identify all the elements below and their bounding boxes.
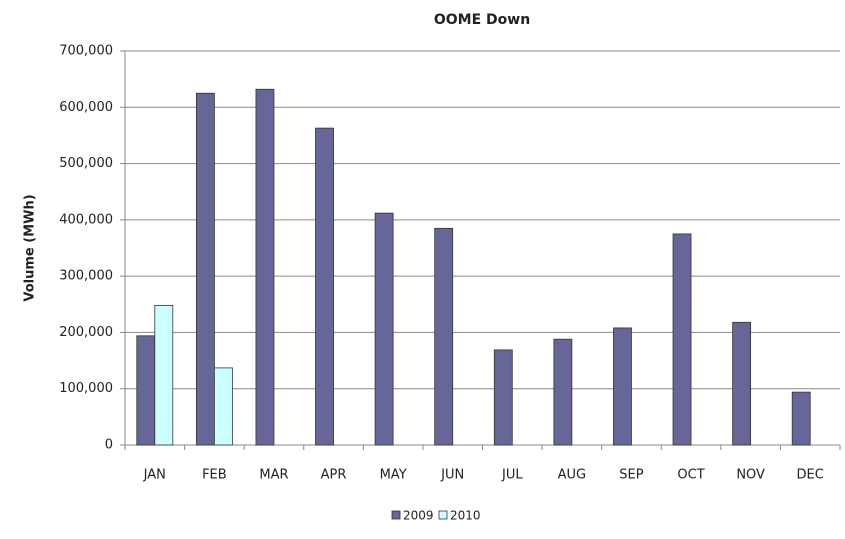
bar xyxy=(374,212,394,446)
x-tick-label: DEC xyxy=(797,468,824,483)
bar xyxy=(154,305,174,446)
x-tick-label: APR xyxy=(321,468,347,483)
y-axis-label: Volume (MWh) xyxy=(23,194,38,301)
legend-swatch xyxy=(438,510,448,520)
y-tick-label: 700,000 xyxy=(59,44,113,59)
bar xyxy=(136,335,156,446)
y-tick-label: 500,000 xyxy=(59,156,113,171)
bar xyxy=(732,321,752,446)
y-tick-label: 300,000 xyxy=(59,269,113,284)
legend-label: 2010 xyxy=(450,509,481,523)
y-tick-label: 100,000 xyxy=(59,381,113,396)
x-tick-label: MAR xyxy=(259,468,288,483)
x-tick-label: JUL xyxy=(501,468,523,483)
bar xyxy=(791,391,811,446)
bar xyxy=(255,88,275,446)
bar xyxy=(315,127,334,446)
x-tick-label: MAY xyxy=(380,468,407,483)
bar xyxy=(613,327,632,446)
bar xyxy=(434,227,454,446)
x-tick-label: AUG xyxy=(558,468,586,483)
legend-label: 2009 xyxy=(403,509,434,523)
x-tick-label: JAN xyxy=(143,468,166,483)
y-tick-label: 200,000 xyxy=(59,325,113,340)
y-tick-label: 400,000 xyxy=(59,212,113,227)
x-tick-label: JUN xyxy=(440,468,464,483)
x-tick-label: NOV xyxy=(736,468,765,483)
y-tick-label: 0 xyxy=(105,438,113,453)
bar xyxy=(493,349,513,446)
x-tick-label: OCT xyxy=(677,468,704,483)
x-tick-label: SEP xyxy=(619,468,643,483)
bar xyxy=(213,367,233,446)
bar xyxy=(553,338,573,446)
bar xyxy=(672,233,692,446)
chart-title: OOME Down xyxy=(434,12,530,28)
y-tick-label: 600,000 xyxy=(59,100,113,115)
legend-swatch xyxy=(391,510,401,520)
x-tick-label: FEB xyxy=(202,468,227,483)
bar xyxy=(195,92,215,446)
